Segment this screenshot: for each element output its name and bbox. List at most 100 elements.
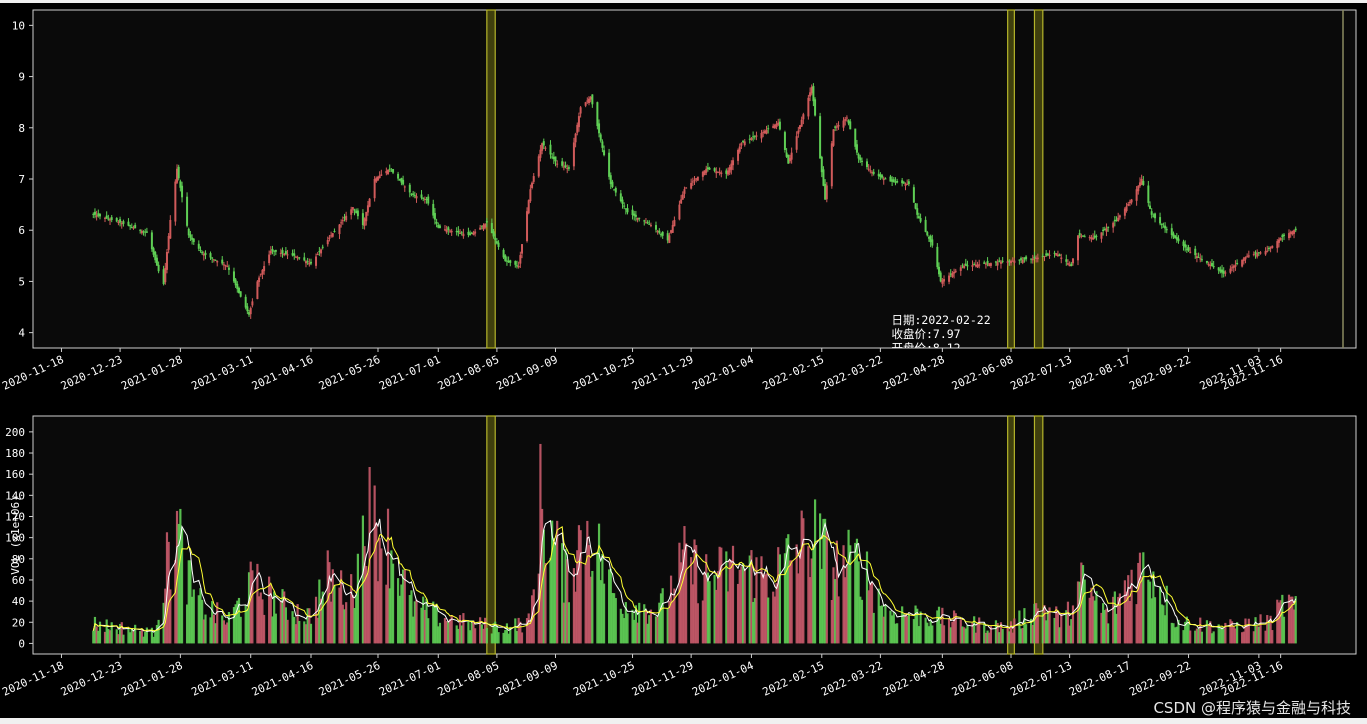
volume-bar	[1107, 623, 1110, 644]
candle-body	[894, 181, 897, 183]
volume-bar	[631, 609, 634, 644]
candle-body	[737, 149, 740, 161]
volume-bar	[579, 530, 582, 644]
candle-body	[1174, 235, 1177, 239]
candle-body	[1043, 256, 1046, 258]
candle-body	[226, 266, 229, 268]
candle-body	[1224, 272, 1227, 274]
volume-bar	[261, 599, 264, 644]
volume-bar	[1282, 616, 1286, 644]
candle-body	[837, 124, 840, 127]
volume-bar	[1170, 622, 1173, 644]
candle-body	[1154, 213, 1157, 219]
volume-bar	[214, 623, 217, 644]
volume-bar	[1224, 622, 1227, 644]
candle-body	[1293, 230, 1296, 234]
volume-bar	[1019, 628, 1023, 644]
candle-body	[93, 211, 96, 215]
candle-body	[341, 220, 344, 222]
volume-bar	[961, 626, 964, 644]
volume-bar	[353, 607, 356, 644]
candle-body	[110, 217, 113, 220]
volume-bar	[1197, 628, 1200, 644]
candle-body	[584, 102, 587, 106]
volume-bar	[741, 563, 745, 644]
volume-bar	[952, 610, 956, 644]
volume-bar	[1045, 620, 1048, 644]
volume-bar	[1152, 571, 1155, 644]
candle-body	[1281, 235, 1284, 237]
volume-bar	[380, 548, 383, 644]
candle-body	[624, 208, 627, 210]
candle-body	[859, 157, 862, 161]
volume-bar	[855, 538, 859, 644]
volume-bar	[680, 562, 683, 644]
candle-body	[1162, 226, 1165, 228]
candle-body	[211, 257, 214, 259]
volume-bar	[390, 550, 393, 644]
candle-body	[202, 254, 205, 256]
volume-bar	[743, 568, 746, 644]
candle-body	[901, 180, 904, 184]
volume-bar	[1090, 587, 1093, 644]
candle-body	[1257, 252, 1260, 254]
volume-bar	[1281, 594, 1284, 644]
volume-bar	[199, 588, 202, 644]
candle-body	[589, 97, 592, 100]
candle-body	[752, 136, 755, 138]
candle-body	[415, 196, 418, 199]
candle-body	[1055, 253, 1058, 256]
volume-bar	[599, 580, 602, 644]
candle-body	[304, 261, 307, 264]
candle-body	[1259, 252, 1262, 254]
volume-bar	[666, 608, 669, 644]
candle-body	[613, 189, 616, 191]
volume-bar	[693, 539, 696, 644]
volume-bar	[842, 545, 845, 644]
volume-bar	[889, 610, 892, 644]
candle-body	[197, 243, 200, 249]
candle-body	[526, 211, 529, 242]
volume-bar	[906, 616, 909, 644]
candle-body	[830, 143, 833, 187]
candle-body	[820, 156, 823, 173]
candle-body	[509, 260, 512, 263]
candle-body	[1138, 182, 1141, 186]
candle-body	[914, 203, 917, 209]
volume-bar	[762, 573, 765, 644]
candle-body	[591, 94, 594, 105]
candle-body	[504, 255, 507, 261]
candle-body	[1291, 231, 1294, 235]
volume-bar	[951, 621, 954, 644]
volume-bar	[671, 600, 674, 644]
volume-bar	[1195, 628, 1199, 644]
volume-bar	[1058, 627, 1061, 644]
candle-body	[609, 175, 612, 185]
volume-bar	[1205, 620, 1209, 644]
candle-body	[646, 222, 649, 224]
candle-body	[1271, 245, 1274, 248]
volume-bar	[1150, 598, 1153, 644]
volume-bar	[988, 632, 991, 644]
candle-body	[107, 218, 110, 220]
volume-bar	[1006, 626, 1009, 644]
candle-body	[1232, 266, 1235, 268]
volume-bar	[495, 625, 498, 644]
volume-bar	[813, 499, 817, 644]
volume-bar	[490, 633, 493, 644]
volume-bar	[365, 566, 368, 644]
candle-body	[763, 130, 766, 134]
candle-body	[983, 262, 986, 264]
volume-bar	[167, 541, 170, 644]
volume-bar	[1123, 580, 1126, 644]
candle-body	[356, 210, 359, 217]
volume-bar	[869, 582, 872, 644]
volume-highlight-2	[1033, 415, 1044, 655]
candle-body	[1102, 229, 1105, 231]
volume-bar	[1235, 622, 1239, 644]
candle-body	[412, 193, 415, 195]
candle-body	[155, 257, 158, 266]
volume-bar	[375, 522, 378, 644]
candle-body	[994, 261, 997, 263]
volume-bar	[1289, 596, 1292, 644]
